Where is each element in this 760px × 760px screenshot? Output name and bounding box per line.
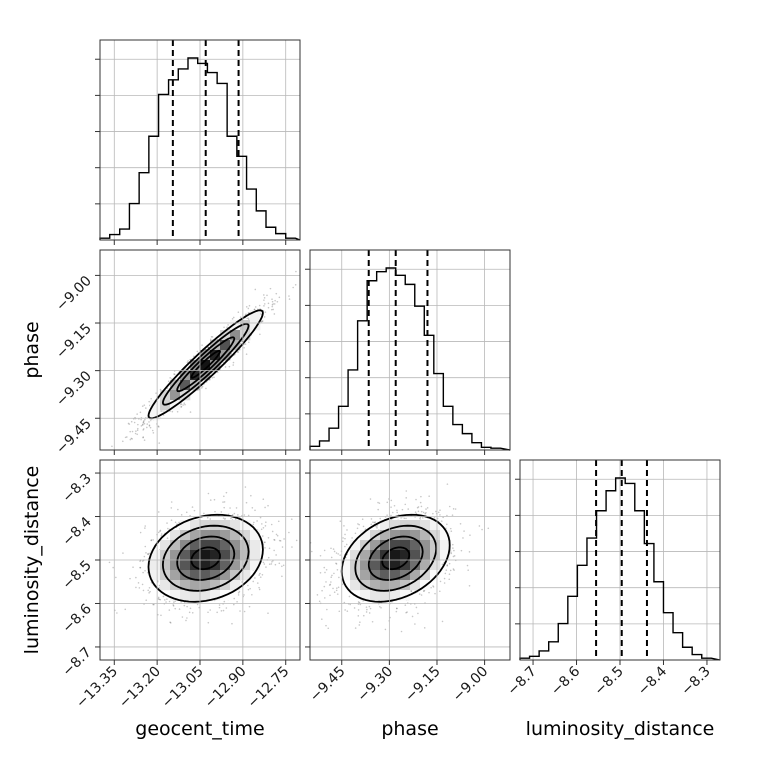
density-phase-luminosity-distance xyxy=(310,483,490,633)
contour-line xyxy=(190,349,221,379)
contour-line xyxy=(367,535,424,581)
y-tick-label: −8.5 xyxy=(59,558,94,593)
y-tick-label: −9.30 xyxy=(53,368,95,410)
x-axis-label-phase: phase xyxy=(381,718,438,740)
contour-line xyxy=(354,524,438,592)
histogram-phase xyxy=(309,267,511,451)
y-tick-label: −8.6 xyxy=(59,601,94,636)
y-tick-label: −8.3 xyxy=(59,471,94,506)
panel-frame xyxy=(309,249,511,451)
y-tick-label: −8.7 xyxy=(59,644,94,679)
contour-line xyxy=(176,336,236,393)
x-tick-label: −8.6 xyxy=(548,663,583,698)
contour-line xyxy=(381,546,411,571)
x-tick-label: −13.05 xyxy=(159,664,207,712)
x-tick-label: −12.90 xyxy=(202,664,250,712)
x-tick-label: −8.3 xyxy=(678,664,713,699)
x-tick-label: −9.15 xyxy=(402,664,444,706)
contour-line xyxy=(161,524,250,592)
x-tick-label: −8.5 xyxy=(591,664,626,699)
y-tick-label: −8.4 xyxy=(59,514,94,549)
x-tick-label: −12.75 xyxy=(245,664,293,712)
density-geocent-time-luminosity-distance xyxy=(108,486,298,625)
contour-line xyxy=(161,322,250,406)
y-tick-label: −9.00 xyxy=(53,273,95,315)
x-tick-label: −9.45 xyxy=(307,664,349,706)
x-tick-label: −13.35 xyxy=(73,664,121,712)
x-tick-label: −8.4 xyxy=(635,663,670,698)
x-tick-label: −13.20 xyxy=(116,664,164,712)
y-tick-label: −9.45 xyxy=(53,416,95,458)
density-geocent-time-phase xyxy=(111,270,297,448)
contour-line xyxy=(147,513,264,603)
x-axis-label-luminosity-distance: luminosity_distance xyxy=(526,718,715,740)
contour-line xyxy=(147,309,264,420)
y-axis-label-luminosity-distance: luminosity_distance xyxy=(21,466,43,655)
histogram-luminosity-distance xyxy=(519,477,721,661)
x-tick-label: −9.30 xyxy=(355,664,397,706)
x-tick-label: −8.7 xyxy=(505,664,540,699)
contour-line xyxy=(176,535,236,581)
contour-line xyxy=(190,546,221,571)
y-axis-label-phase: phase xyxy=(21,321,43,378)
y-tick-label: −9.15 xyxy=(53,321,95,363)
histogram-geocent-time xyxy=(99,57,301,241)
x-tick-label: −9.00 xyxy=(450,664,492,706)
x-axis-label-geocent-time: geocent_time xyxy=(135,718,264,740)
